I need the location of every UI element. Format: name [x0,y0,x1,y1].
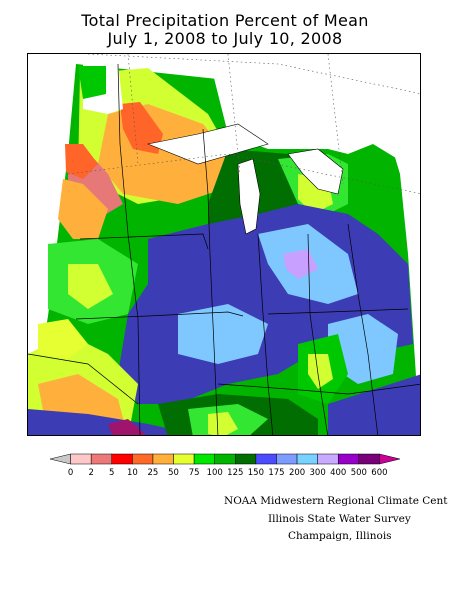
legend-swatch [111,453,133,465]
legend-labels: 0 2 5 10 25 50 75 100 125 150 175 200 300 400 500 600 [68,468,388,478]
legend-swatch [214,453,236,465]
legend-swatch [90,453,113,465]
legend-label: 125 [227,468,243,478]
legend-label: 2 [88,468,93,478]
lake-michigan [237,158,261,235]
title-line-1: Total Precipitation Percent of Mean [81,11,369,30]
region-yellow-south [208,412,238,435]
legend-swatch [132,453,154,465]
region-redorange-north [120,102,163,154]
region-redorange-west [65,144,98,179]
boundary-lines [28,63,420,435]
legend-label: 25 [148,468,159,478]
legend-label: 5 [109,468,114,478]
region-yellow-west [38,319,88,359]
region-darkblue-south [28,409,199,435]
region-orange-west [58,179,108,239]
legend-label: 75 [189,468,200,478]
region-yellowgreen-se [308,354,333,389]
legend-swatch [49,453,71,465]
legend-label: 500 [351,468,367,478]
legend-swatch [317,453,339,465]
lake-superior [146,123,269,165]
credit-line-1: NOAA Midwestern Regional Climate Cent [224,495,448,507]
legend-label: 175 [268,468,284,478]
legend-swatch [173,453,195,465]
legend-swatch [70,453,92,465]
graticule [67,54,420,194]
legend-label: 10 [127,468,138,478]
map-canvas [28,54,420,435]
title-line-2: July 1, 2008 to July 10, 2008 [107,29,343,48]
legend-swatch [276,453,298,465]
legend-label: 200 [289,468,305,478]
legend-label: 0 [68,468,73,478]
region-yellowgreen-west [68,264,113,309]
precipitation-map [27,53,421,436]
region-lightblue-central [178,304,268,364]
legend-label: 50 [168,468,179,478]
legend-swatch [235,453,257,465]
legend-swatch [193,453,215,465]
region-green-nw [78,66,106,99]
legend-label: 100 [207,468,223,478]
legend-swatch [358,453,380,465]
legend-swatch [296,453,318,465]
legend-swatches [49,453,401,465]
lake-huron [287,148,344,195]
credit-line-3: Champaign, Illinois [288,530,392,542]
legend-swatch [255,453,277,465]
legend-swatch [152,453,174,465]
legend-label: 150 [248,468,264,478]
credit-line-2: Illinois State Water Survey [268,513,411,525]
legend: 0 2 5 10 25 50 75 100 125 150 175 200 300 400 500 600 [49,453,401,478]
region-magenta-south [108,419,146,435]
legend-label: 300 [310,468,326,478]
legend-swatch [379,453,401,465]
legend-label: 600 [371,468,387,478]
legend-swatch [337,453,360,465]
legend-label: 400 [330,468,346,478]
